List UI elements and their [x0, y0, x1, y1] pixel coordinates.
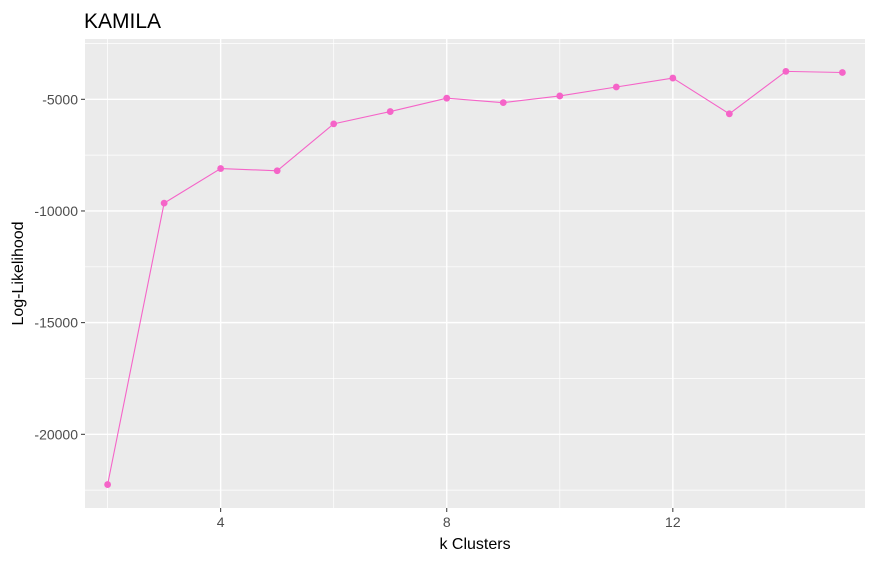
y-axis-title: Log-Likelihood — [10, 221, 27, 325]
data-point — [556, 92, 564, 100]
plot-panel — [85, 39, 865, 508]
x-axis-ticks: 4 8 12 — [217, 508, 681, 530]
series-line — [107, 70, 843, 485]
data-point — [782, 67, 790, 75]
y-tick-label: -20000 — [34, 426, 78, 442]
y-axis-ticks: -20000 -15000 -10000 -5000 — [34, 91, 85, 442]
data-points — [104, 67, 846, 488]
data-point — [499, 99, 507, 107]
chart-title: KAMILA — [84, 10, 161, 33]
data-point — [612, 83, 620, 91]
major-gridlines — [85, 39, 865, 508]
y-tick-label: -5000 — [42, 91, 78, 107]
data-point — [330, 120, 338, 128]
data-point — [725, 110, 733, 118]
data-point — [160, 199, 168, 207]
x-axis-title: k Clusters — [439, 536, 510, 553]
x-tick-label: 8 — [443, 514, 451, 530]
data-point — [273, 167, 281, 175]
y-tick-label: -10000 — [34, 203, 78, 219]
y-tick-label: -15000 — [34, 315, 78, 331]
minor-gridlines — [85, 39, 865, 508]
data-point — [104, 481, 112, 488]
data-point — [386, 108, 394, 115]
data-point — [669, 74, 677, 82]
x-tick-label: 4 — [217, 514, 225, 530]
data-point — [443, 94, 451, 102]
data-point — [217, 165, 225, 172]
x-tick-label: 12 — [665, 514, 681, 530]
data-point — [838, 69, 846, 76]
